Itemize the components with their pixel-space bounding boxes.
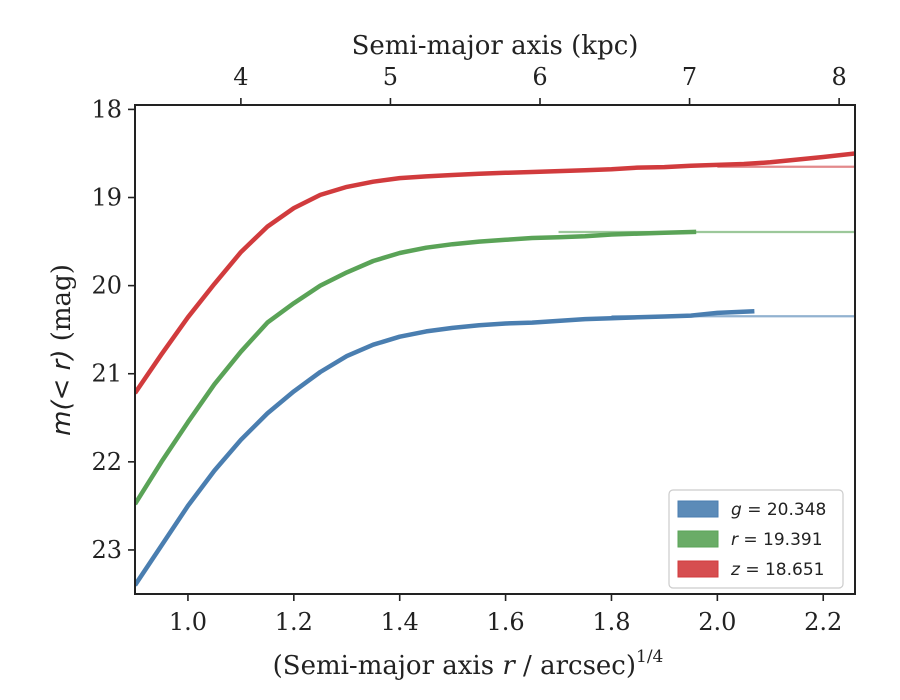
x-tick-label: 1.4: [381, 608, 419, 636]
top-x-tick-label: 7: [682, 63, 697, 91]
y-tick-label: 21: [91, 360, 122, 388]
plot-area: [135, 151, 855, 587]
x-axis-title-unit: / arcsec): [515, 651, 636, 681]
axes-layer: 1.0 1.2 1.4 1.6 1.8 2.0 2.2 4 5 6 7 8 18 19 20 21 22 23: [91, 63, 856, 636]
x-axis-title: (Semi-major axis r / arcsec)1/4: [273, 647, 664, 681]
x-tick-label: 1.0: [169, 608, 207, 636]
y-tick-label: 20: [91, 272, 122, 300]
x-tick-label: 1.8: [592, 608, 630, 636]
x-axis-title-main: (Semi-major axis: [273, 651, 503, 681]
x-axis-title-var: r: [502, 651, 516, 681]
plot-frame: [134, 104, 856, 595]
legend-swatch-r: [677, 530, 719, 548]
y-tick-label: 18: [91, 95, 122, 123]
series-z-curve: [135, 151, 855, 395]
x-axis-title-exponent: 1/4: [636, 647, 663, 667]
y-tick-label: 19: [91, 184, 122, 212]
series-g-curve: [135, 308, 755, 587]
y-axis-title-unit: (mag): [47, 264, 77, 349]
top-x-tick-label: 4: [233, 63, 248, 91]
series-r-curve: [135, 229, 697, 506]
legend-label-r: r = 19.391: [731, 530, 823, 550]
y-tick-label: 23: [91, 536, 122, 564]
legend-label-var: z: [730, 560, 745, 580]
legend-label-value: = 19.391: [743, 530, 822, 550]
y-axis-title: m(< r) (mag): [47, 264, 77, 436]
curves-layer: [135, 151, 855, 587]
legend-swatch-z: [677, 560, 719, 578]
x-tick-label: 1.6: [487, 608, 525, 636]
top-x-tick-label: 5: [383, 63, 398, 91]
legend-label-var: g: [731, 500, 747, 520]
legend-swatch-g: [677, 500, 719, 518]
top-x-axis-title: Semi-major axis (kpc): [352, 31, 639, 61]
legend-label-value: = 18.651: [745, 560, 824, 580]
y-axis-title-math: m(< r): [47, 350, 77, 436]
y-tick-label: 22: [91, 448, 122, 476]
x-tick-label: 2.2: [804, 608, 842, 636]
legend-label-var: r: [731, 530, 743, 550]
legend-label-g: g = 20.348: [731, 500, 826, 520]
top-x-tick-label: 8: [831, 63, 846, 91]
legend-label-z: z = 18.651: [730, 560, 824, 580]
legend-label-value: = 20.348: [747, 500, 826, 520]
top-x-tick-label: 6: [532, 63, 547, 91]
x-tick-label: 1.2: [275, 608, 313, 636]
x-tick-label: 2.0: [698, 608, 736, 636]
